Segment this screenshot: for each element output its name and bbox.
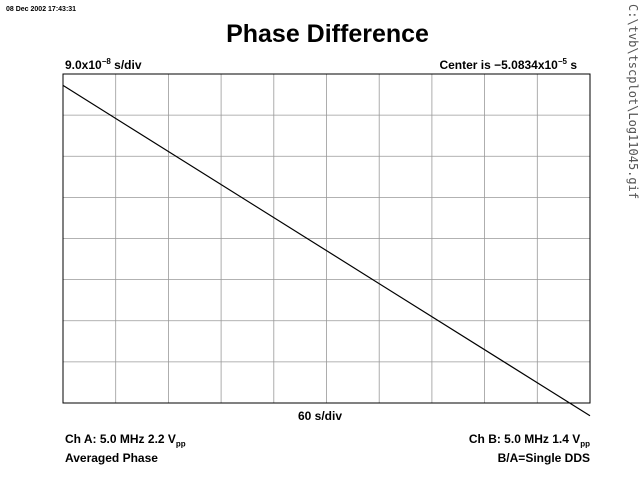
center-exponent: −5 <box>557 57 567 66</box>
channel-a-main: Ch A: 5.0 MHz 2.2 V <box>65 432 176 446</box>
plot-grid <box>63 74 590 403</box>
channel-a-line2: Averaged Phase <box>65 451 158 466</box>
channel-a-info: Ch A: 5.0 MHz 2.2 Vpp Averaged Phase <box>65 432 186 465</box>
y-scale-mantissa: 9.0x10 <box>65 58 102 72</box>
plot-frame <box>62 73 591 404</box>
series-group <box>62 84 591 417</box>
channel-b-line2: B/A=Single DDS <box>497 451 590 466</box>
y-scale-exponent: −8 <box>101 57 111 66</box>
file-path-label: C:\tvb\tscplot\Log11045.gif <box>626 4 640 200</box>
y-scale-label: 9.0x10−8 s/div <box>65 57 142 72</box>
chart-title: Phase Difference <box>226 20 429 48</box>
channel-b-main: Ch B: 5.0 MHz 1.4 V <box>468 432 581 446</box>
channel-b-info: Ch B: 5.0 MHz 1.4 Vpp B/A=Single DDS <box>469 432 590 465</box>
timestamp: 08 Dec 2002 17:43:31 <box>6 6 77 13</box>
channel-b-sub: pp <box>580 439 590 449</box>
center-label: Center is −5.0834x10−5 s <box>439 57 577 72</box>
x-scale-label: 60 s/div <box>297 409 343 423</box>
channel-a-line1: Ch A: 5.0 MHz 2.2 Vpp <box>65 432 186 451</box>
center-prefix: Center is −5.0834x10 <box>439 58 558 72</box>
channel-b-line1: Ch B: 5.0 MHz 1.4 Vpp <box>469 432 590 451</box>
y-scale-unit: s/div <box>110 58 142 72</box>
center-unit: s <box>566 58 577 72</box>
phase-series-line <box>62 84 591 417</box>
channel-a-sub: pp <box>175 439 186 449</box>
